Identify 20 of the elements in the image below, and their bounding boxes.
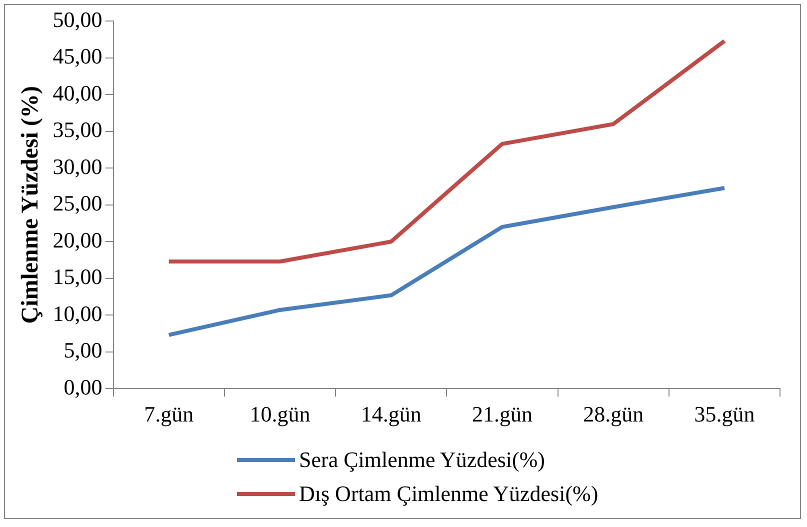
- x-tick-label: 7.gün: [144, 402, 194, 427]
- x-tick-label: 35.gün: [694, 402, 755, 427]
- legend-label: Dış Ortam Çimlenme Yüzdesi(%): [299, 481, 598, 507]
- x-tick-label: 14.gün: [360, 402, 422, 427]
- legend-label: Sera Çimlenme Yüzdesi(%): [299, 447, 545, 473]
- y-tick-label: 40,00: [52, 80, 102, 106]
- y-axis-title: Çimlenme Yüzdesi (%): [18, 86, 44, 324]
- x-tick-label: 28.gün: [583, 402, 644, 427]
- y-tick-label: 50,00: [52, 6, 102, 32]
- x-tick-label: 10.gün: [250, 402, 310, 427]
- y-tick-label: 35,00: [52, 117, 102, 142]
- y-tick-label: 15,00: [52, 264, 102, 290]
- y-tick-label: 45,00: [52, 44, 102, 69]
- y-tick-label: 0,00: [64, 374, 102, 400]
- y-tick-label: 10,00: [52, 300, 102, 326]
- y-tick-label: 5,00: [64, 338, 102, 363]
- y-tick-label: 25,00: [52, 190, 102, 216]
- y-tick-label: 30,00: [52, 154, 102, 179]
- y-tick-label: 20,00: [52, 227, 102, 252]
- x-tick-label: 21.gün: [472, 402, 532, 427]
